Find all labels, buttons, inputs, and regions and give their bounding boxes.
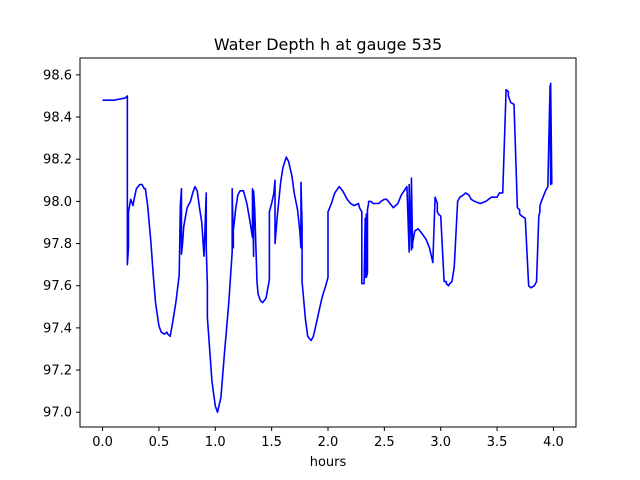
x-tick-label: 4.0 (543, 435, 564, 450)
x-tick-label: 3.5 (487, 435, 508, 450)
y-tick-label: 97.8 (43, 237, 72, 252)
y-tick-label: 98.6 (43, 68, 72, 83)
plot-area (102, 82, 553, 414)
y-tick-label: 98.2 (43, 153, 72, 168)
x-tick-label: 3.0 (430, 435, 451, 450)
y-tick-label: 98.4 (43, 111, 72, 126)
chart-title: Water Depth h at gauge 535 (214, 35, 442, 54)
x-tick-label: 1.0 (205, 435, 226, 450)
x-tick-label: 2.0 (318, 435, 339, 450)
y-tick-label: 97.0 (43, 406, 72, 421)
y-tick-label: 98.0 (43, 195, 72, 210)
x-tick-label: 2.5 (374, 435, 395, 450)
y-tick-label: 97.6 (43, 279, 72, 294)
y-tick-label: 97.4 (43, 321, 72, 336)
series-line-0 (102, 82, 553, 414)
x-tick-label: 0.5 (149, 435, 170, 450)
x-tick-label: 1.5 (261, 435, 282, 450)
y-axis: 97.0 97.2 97.4 97.6 97.8 98.0 98.2 98.4 98.6 (43, 68, 80, 421)
x-tick-label: 0.0 (92, 435, 113, 450)
x-axis: 0.0 0.5 1.0 1.5 2.0 2.5 3.0 3.5 4.0 (92, 427, 564, 450)
y-tick-label: 97.2 (43, 364, 72, 379)
x-axis-label: hours (310, 455, 347, 470)
